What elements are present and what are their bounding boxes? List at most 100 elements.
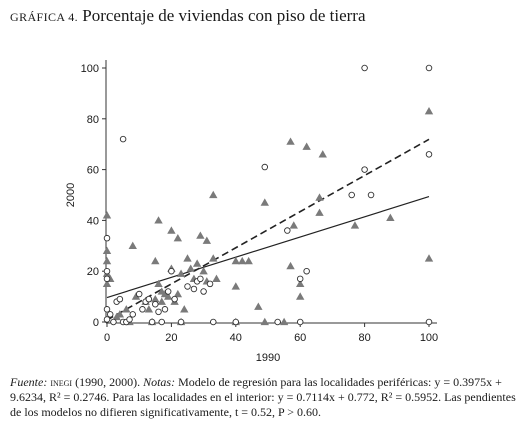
x-tick-label: 40 [230,332,242,344]
x-tick-label: 0 [104,332,110,344]
data-point-triangle [151,294,160,303]
data-point-triangle [260,317,269,326]
figure-title-text: Porcentaje de viviendas con piso de tier… [82,6,366,25]
data-point-circle [103,306,111,313]
y-tick-label: 60 [87,165,99,177]
data-point-triangle [122,305,131,313]
data-point-circle [152,300,159,308]
data-point-circle [103,316,111,323]
x-tick-label: 60 [294,332,306,344]
data-point-triangle [102,246,112,255]
data-point-circle [139,306,146,313]
data-point-circle [116,295,124,303]
data-point-circle [155,308,162,316]
data-point-triangle [315,208,324,216]
data-point-triangle [424,106,434,115]
data-point-circle [129,311,137,318]
data-point-triangle [209,190,218,199]
data-point-circle [296,275,304,283]
data-point-triangle [115,310,125,318]
y-tick-label: 40 [87,215,99,227]
regression-line-solid [106,196,430,299]
data-point-circle [184,283,191,290]
data-point-triangle [173,233,183,242]
data-point-circle [177,318,185,326]
data-point-circle [274,318,281,326]
data-point-triangle [244,256,253,265]
y-tick-label: 80 [87,114,99,126]
data-point-triangle [424,254,434,262]
data-point-triangle [167,226,176,234]
data-point-triangle [286,261,295,270]
data-point-triangle [196,231,205,239]
data-point-triangle [176,269,186,277]
caption-source-years: (1990, 2000). [72,375,144,389]
data-point-triangle [163,292,173,300]
x-tick-label: 20 [165,332,177,344]
caption-notes-label: Notas: [143,375,176,389]
data-point-circle [425,318,433,326]
data-point-circle [296,318,304,326]
data-point-triangle [231,282,240,290]
data-point-circle [158,318,165,326]
data-point-triangle [350,221,360,229]
data-point-circle [106,311,114,318]
data-point-circle [168,267,175,275]
data-point-triangle [209,254,218,262]
data-point-circle [425,64,433,72]
data-point-triangle [180,305,189,313]
data-point-triangle [154,216,163,224]
data-point-circle [161,306,169,313]
scatter-chart: 0 20 40 60 80 100 0 20 40 60 80 100 1990 2000 [65,60,438,364]
data-point-circle [348,191,355,199]
data-point-circle [261,163,269,171]
data-point-triangle [315,193,324,201]
data-point-triangle [296,279,305,288]
data-point-circle [148,318,156,326]
y-axis-title: 2000 [65,183,77,207]
data-point-triangle [231,256,240,265]
data-point-triangle [302,142,311,150]
data-point-circle [145,295,153,303]
data-point-triangle [289,221,298,229]
data-point-circle [164,288,172,295]
data-point-triangle [386,213,395,222]
data-point-circle [103,275,111,283]
data-point-triangle [102,279,112,288]
figure-label: GRÁFICA 4. [10,10,79,24]
data-point-circle [210,318,217,326]
caption-source-org: inegi [50,375,73,389]
data-points [102,64,434,326]
data-point-circle [135,290,143,298]
data-point-circle [190,285,198,293]
y-tick-label: 100 [81,63,99,75]
data-point-circle [232,318,240,326]
data-point-triangle [296,292,305,300]
data-point-circle [103,267,111,275]
data-point-triangle [238,256,247,265]
data-point-triangle [279,317,289,326]
data-point-circle [206,280,214,288]
regression-lines [106,138,430,321]
figure-caption: Fuente: inegi (1990, 2000). Notas: Model… [10,375,522,420]
y-tick-label: 20 [87,266,99,278]
data-point-circle [425,151,433,158]
data-point-triangle [131,292,141,300]
y-tick-label: 0 [93,317,99,329]
data-point-triangle [199,267,208,275]
figure-title: GRÁFICA 4. Porcentaje de viviendas con p… [10,6,366,26]
data-point-circle [197,275,204,283]
data-point-circle [367,191,375,199]
data-point-triangle [102,211,112,219]
data-point-triangle [144,305,154,313]
data-point-triangle [151,256,160,265]
data-point-triangle [318,150,327,158]
data-point-circle [200,288,207,295]
data-point-triangle [202,236,212,244]
data-point-triangle [192,259,202,267]
data-point-triangle [286,137,295,145]
data-point-circle [303,267,310,275]
data-point-circle [361,166,368,173]
data-point-triangle [157,297,166,305]
x-tick-label: 100 [420,332,438,344]
